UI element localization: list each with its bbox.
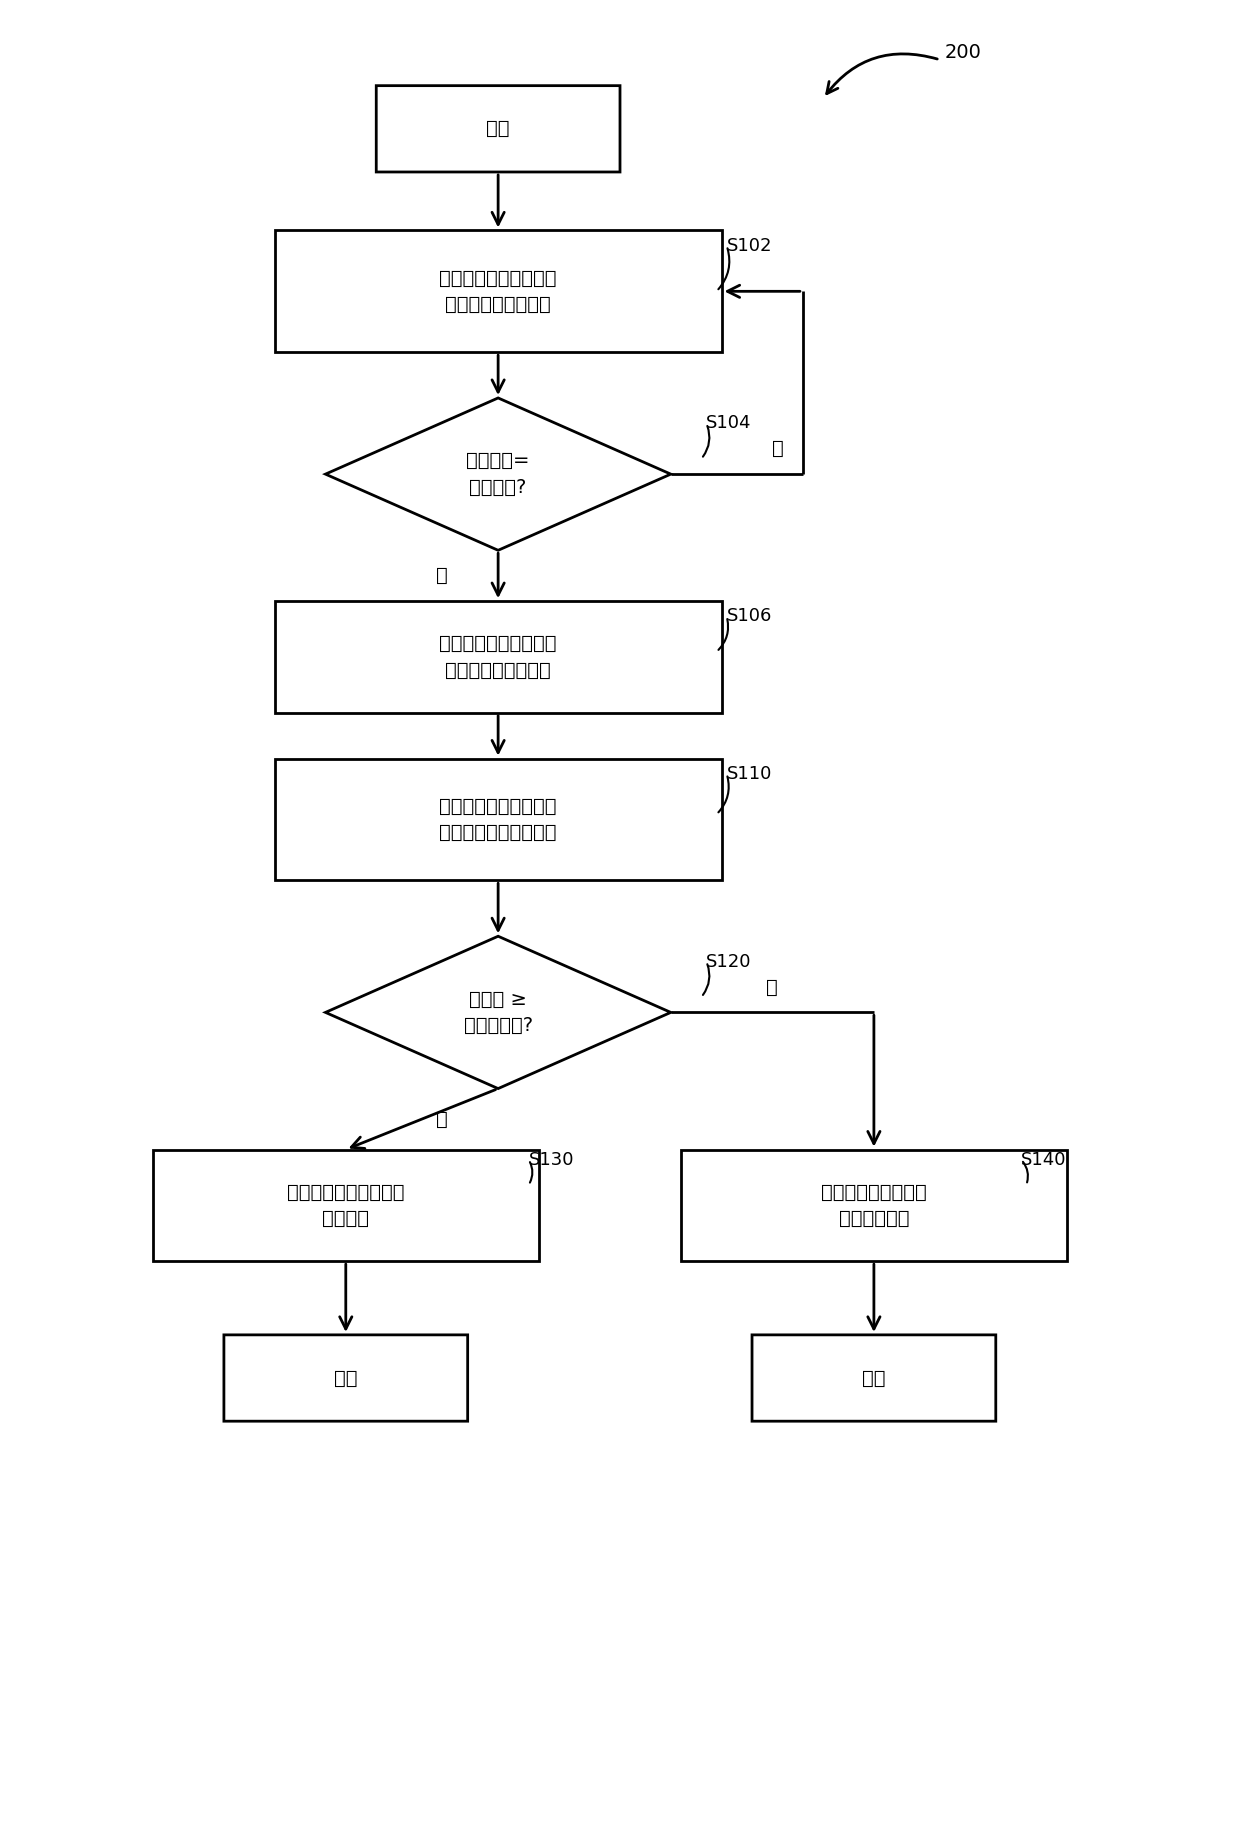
- FancyBboxPatch shape: [376, 87, 620, 171]
- Text: 开始: 开始: [486, 120, 510, 138]
- Text: 是: 是: [436, 1109, 448, 1129]
- Text: S140: S140: [1022, 1151, 1066, 1168]
- Text: S110: S110: [727, 764, 773, 783]
- Bar: [681, 1149, 1066, 1262]
- Text: 将特定数目的标注结果
确定为多个标注结果: 将特定数目的标注结果 确定为多个标注结果: [439, 634, 557, 680]
- Text: 否: 否: [766, 978, 779, 997]
- Text: 200: 200: [945, 42, 982, 63]
- Text: S120: S120: [707, 952, 751, 971]
- Text: 是: 是: [436, 565, 448, 586]
- Text: 相似度 ≥
相似度阈值?: 相似度 ≥ 相似度阈值?: [464, 989, 533, 1035]
- Text: 否: 否: [771, 438, 784, 459]
- FancyBboxPatch shape: [751, 1335, 996, 1422]
- Bar: [275, 759, 722, 880]
- Text: S106: S106: [727, 608, 773, 624]
- Text: S102: S102: [727, 236, 773, 254]
- Text: 确定多个标注结果未
通过质量检测: 确定多个标注结果未 通过质量检测: [821, 1183, 926, 1229]
- Text: 计算与标注任务相关的
多个标注结果的相似度: 计算与标注任务相关的 多个标注结果的相似度: [439, 798, 557, 842]
- Polygon shape: [325, 936, 671, 1089]
- Bar: [275, 230, 722, 352]
- Text: 结束: 结束: [334, 1369, 357, 1387]
- FancyBboxPatch shape: [224, 1335, 467, 1422]
- Text: S104: S104: [707, 414, 751, 433]
- Text: 结束: 结束: [862, 1369, 885, 1387]
- Bar: [153, 1149, 538, 1262]
- Text: 特定数目=
数目阈值?: 特定数目= 数目阈值?: [466, 451, 529, 497]
- Text: 确定多个标注结果通过
质量检测: 确定多个标注结果通过 质量检测: [286, 1183, 404, 1229]
- Bar: [275, 600, 722, 713]
- Text: 获取与标注任务相关的
特定数目的标注结果: 获取与标注任务相关的 特定数目的标注结果: [439, 269, 557, 315]
- Text: S130: S130: [528, 1151, 574, 1168]
- Polygon shape: [325, 398, 671, 551]
